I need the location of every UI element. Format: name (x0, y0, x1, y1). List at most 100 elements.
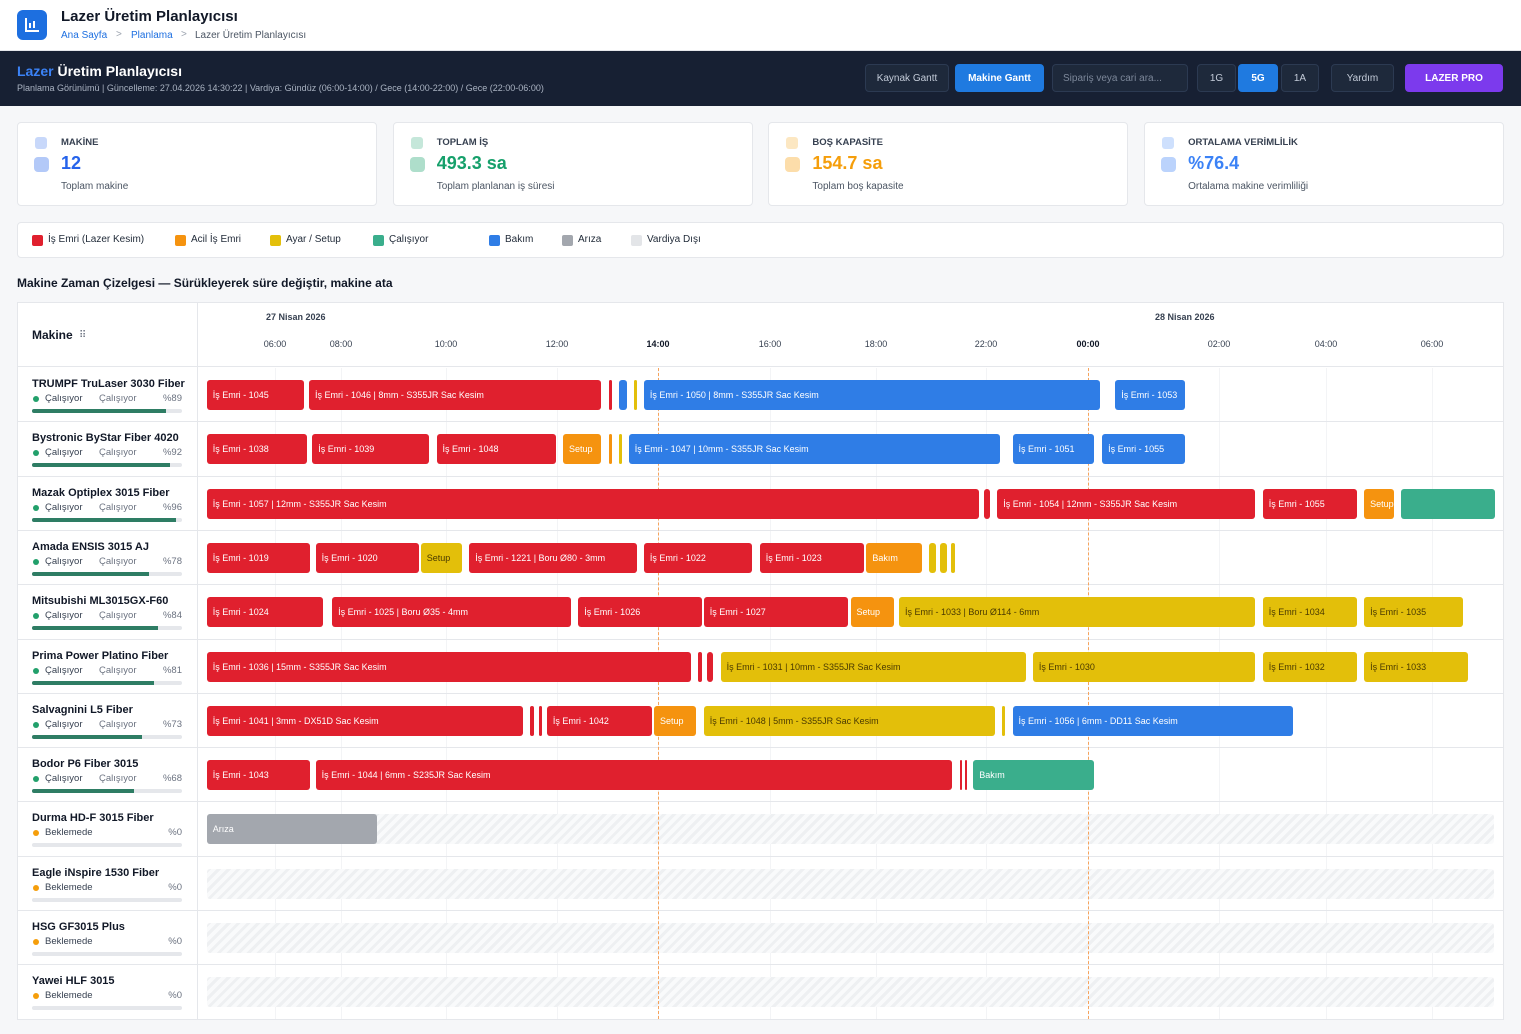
gantt-bar[interactable] (984, 488, 991, 519)
gantt-bar[interactable]: İş Emri - 1019 (206, 542, 311, 573)
pro-button[interactable]: LAZER PRO (1405, 64, 1503, 92)
gantt-bar[interactable]: İş Emri - 1033 (1364, 651, 1469, 682)
gantt-bar[interactable]: İş Emri - 1030 (1032, 651, 1256, 682)
gantt-bar[interactable]: İş Emri - 1221 | Boru Ø80 - 3mm (469, 542, 637, 573)
gantt-bar[interactable]: İş Emri - 1024 (206, 597, 324, 628)
column-divider (197, 302, 198, 1020)
gantt-bar[interactable]: Setup (420, 542, 462, 573)
gantt-bar[interactable]: İş Emri - 1036 | 15mm - S355JR Sac Kesim (206, 651, 691, 682)
legend-box (17, 222, 1504, 258)
machine-name: Yawei HLF 3015 (32, 975, 115, 988)
legend-swatch (562, 235, 573, 246)
gantt-bar[interactable] (951, 542, 955, 573)
gantt-bar[interactable]: İş Emri - 1026 (578, 597, 702, 628)
gantt-bar[interactable]: Arıza (206, 814, 377, 845)
gantt-bar[interactable]: İş Emri - 1022 (643, 542, 753, 573)
gantt-bar[interactable]: İş Emri - 1048 (436, 434, 556, 465)
gantt-bar[interactable]: İş Emri - 1051 (1012, 434, 1094, 465)
machine-status: Çalışıyor (45, 393, 83, 404)
gantt-bar[interactable]: İş Emri - 1038 (206, 434, 307, 465)
gantt-bar[interactable]: İş Emri - 1033 | Boru Ø114 - 6mm (899, 597, 1256, 628)
gantt-bar[interactable] (538, 705, 543, 736)
gantt-bar[interactable]: Setup (653, 705, 697, 736)
row-divider (17, 747, 1504, 749)
gantt-bar[interactable]: İş Emri - 1042 (546, 705, 652, 736)
time-tick-label: 06:00 (263, 339, 287, 349)
gantt-bar[interactable]: İş Emri - 1054 | 12mm - S355JR Sac Kesim (997, 488, 1256, 519)
gantt-bar[interactable]: İş Emri - 1041 | 3mm - DX51D Sac Kesim (206, 705, 523, 736)
gantt-bar[interactable]: İş Emri - 1043 (206, 760, 311, 791)
gantt-bar[interactable]: İş Emri - 1031 | 10mm - S355JR Sac Kesim (720, 651, 1026, 682)
search-input[interactable]: Sipariş veya cari ara... (1052, 64, 1188, 92)
gantt-bar[interactable] (1401, 488, 1495, 519)
time-tick-label: 16:00 (758, 339, 782, 349)
status-dot (33, 613, 39, 620)
gantt-bar[interactable]: İş Emri - 1044 | 6mm - S235JR Sac Kesim (315, 760, 952, 791)
efficiency-track (32, 463, 182, 468)
breadcrumb-link[interactable]: Planlama (131, 30, 173, 41)
gantt-bar[interactable]: İş Emri - 1047 | 10mm - S355JR Sac Kesim (628, 434, 1001, 465)
gantt-bar[interactable]: Setup (850, 597, 895, 628)
breadcrumb-link[interactable]: Ana Sayfa (61, 30, 108, 41)
gantt-bar[interactable] (940, 542, 947, 573)
gantt-bar[interactable]: İş Emri - 1057 | 12mm - S355JR Sac Kesim (206, 488, 980, 519)
gantt-bar[interactable] (618, 380, 627, 410)
gantt-bar[interactable]: Bakım (866, 542, 922, 573)
gantt-bar[interactable] (929, 542, 936, 573)
legend-swatch (373, 235, 384, 246)
machine-name: HSG GF3015 Plus (32, 921, 125, 933)
range-tab[interactable]: 1G (1197, 64, 1236, 92)
view-tab[interactable]: Kaynak Gantt (865, 64, 949, 92)
banner-title: Lazer Üretim Planlayıcısı (17, 63, 182, 79)
gantt-bar[interactable]: İş Emri - 1048 | 5mm - S355JR Sac Kesim (703, 705, 996, 736)
gantt-bar[interactable] (608, 380, 612, 410)
gantt-bar[interactable]: İş Emri - 1056 | 6mm - DD11 Sac Kesim (1012, 705, 1293, 736)
drag-icon[interactable]: ⠿ (79, 330, 87, 341)
gantt-bar[interactable] (965, 760, 967, 791)
app-logo[interactable] (17, 10, 47, 40)
stat-icon (1161, 157, 1177, 172)
range-tab[interactable]: 1A (1281, 64, 1319, 92)
gantt-bar[interactable] (618, 434, 622, 465)
gantt-bar[interactable] (706, 651, 713, 682)
gantt-bar[interactable]: Bakım (973, 760, 1094, 791)
gantt-bar[interactable] (1002, 705, 1006, 736)
gantt-bar[interactable]: İş Emri - 1046 | 8mm - S355JR Sac Kesim (309, 380, 602, 410)
row-divider (17, 421, 1504, 423)
machine-name: Eagle iNspire 1530 Fiber (32, 866, 160, 879)
time-tick-label: 08:00 (329, 339, 353, 349)
gantt-bar[interactable]: İş Emri - 1027 (703, 597, 849, 628)
range-tab[interactable]: 5G (1238, 64, 1278, 92)
gantt-bar[interactable]: İş Emri - 1020 (315, 542, 419, 573)
machine-status: Çalışıyor (45, 501, 83, 513)
gantt-bar[interactable]: İş Emri - 1055 (1102, 434, 1186, 465)
gantt-bar[interactable]: Setup (563, 434, 602, 465)
gantt-bar[interactable] (608, 434, 612, 465)
gantt-bar[interactable] (959, 760, 962, 791)
machine-state: Çalışıyor (99, 447, 137, 459)
gantt-bar[interactable]: İş Emri - 1050 | 8mm - S355JR Sac Kesim (643, 380, 1101, 410)
gantt-bar[interactable] (698, 651, 702, 682)
row-divider (17, 475, 1504, 477)
stat-icon (34, 157, 49, 172)
machine-name: Amada ENSIS 3015 AJ (32, 540, 149, 553)
machine-name: Mitsubishi ML3015GX-F60 (32, 595, 169, 608)
gantt-bar[interactable]: İş Emri - 1023 (759, 542, 865, 573)
machine-state: Çalışıyor (99, 501, 137, 513)
shift-line (658, 368, 659, 1019)
gantt-bar[interactable] (530, 705, 534, 736)
gantt-bar[interactable]: İş Emri - 1045 (206, 380, 304, 410)
gantt-bar[interactable]: İş Emri - 1034 (1262, 597, 1357, 628)
row-divider (17, 855, 1504, 857)
gantt-bar[interactable]: İş Emri - 1053 (1115, 380, 1186, 410)
gantt-bar[interactable]: İş Emri - 1039 (312, 434, 430, 465)
gantt-bar[interactable] (633, 380, 637, 410)
gantt-bar[interactable]: İş Emri - 1035 (1364, 597, 1463, 628)
gantt-bar[interactable]: Setup (1364, 488, 1394, 519)
gantt-bar[interactable]: İş Emri - 1032 (1262, 651, 1357, 682)
help-button[interactable]: Yardım (1331, 64, 1394, 92)
view-tab[interactable]: Makine Gantt (955, 64, 1044, 92)
gantt-bar[interactable]: İş Emri - 1055 (1262, 488, 1357, 519)
efficiency-label: %0 (168, 881, 182, 893)
gantt-bar[interactable]: İş Emri - 1025 | Boru Ø35 - 4mm (332, 597, 572, 628)
